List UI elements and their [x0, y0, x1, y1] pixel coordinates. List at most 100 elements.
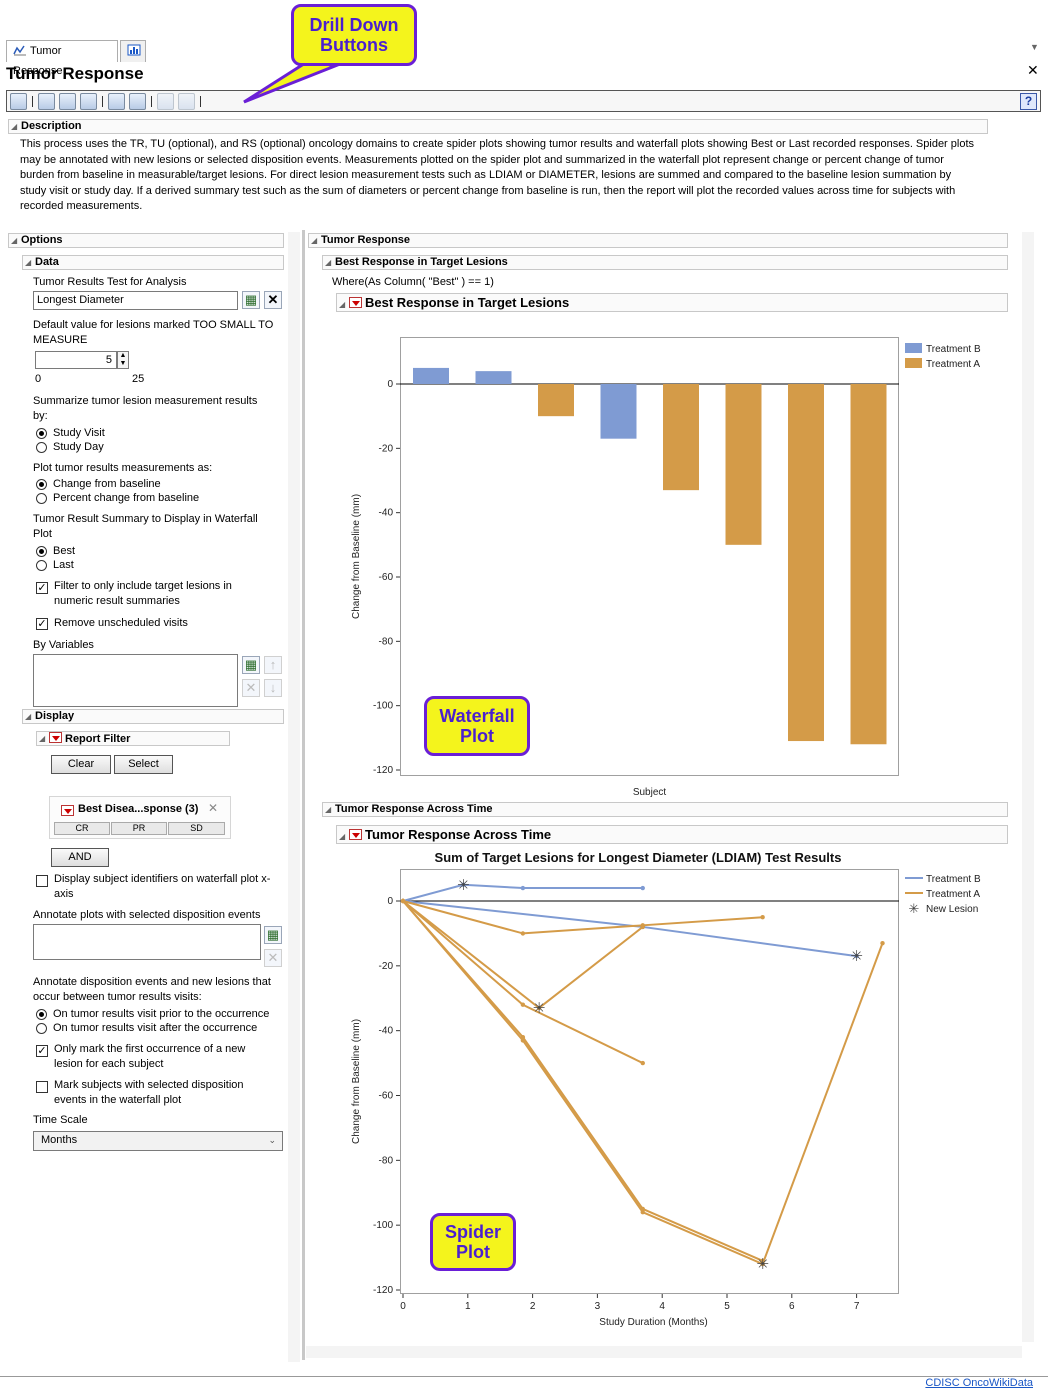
report-scrollbar[interactable] — [1022, 232, 1034, 1342]
spinner[interactable]: ▲ ▼ — [117, 351, 129, 369]
spider-point — [880, 940, 885, 946]
red-triangle-menu-icon[interactable] — [349, 829, 362, 840]
tab-tumor-response[interactable]: Tumor Response — [6, 40, 118, 77]
plot-as-label: Plot tumor results measurements as: — [33, 462, 213, 474]
by-vars-list[interactable] — [33, 654, 238, 707]
patient-profile-icon[interactable] — [59, 93, 76, 110]
chevron-down-icon[interactable]: ▼ — [1030, 42, 1039, 52]
new-lesion-marker: ✳ — [457, 876, 470, 894]
legend-swatch — [905, 358, 922, 368]
annotate-list[interactable] — [33, 924, 261, 960]
y-tick-label: -100 — [373, 701, 393, 712]
y-tick-label: -20 — [379, 443, 394, 454]
move-down-icon[interactable]: ↓ — [264, 679, 282, 697]
spider-point — [536, 1005, 542, 1011]
waterfall-bar — [850, 384, 887, 745]
add-column-icon[interactable]: ▦ — [242, 291, 260, 309]
radio-last[interactable] — [36, 560, 47, 571]
export-icon[interactable] — [178, 93, 195, 110]
toolbar: ? — [6, 90, 1041, 112]
filter-menu-icon[interactable] — [61, 805, 74, 816]
options-header[interactable]: ◢ Options — [8, 233, 284, 248]
radio-change[interactable] — [36, 479, 47, 490]
tab-label: Tumor Response — [13, 45, 63, 77]
new-lesion-marker: ✳ — [756, 1255, 769, 1273]
page-title: Tumor Response — [6, 64, 144, 83]
first-occurrence-checkbox[interactable]: ✓ — [36, 1045, 48, 1057]
cluster-icon[interactable] — [129, 93, 146, 110]
description-header[interactable]: ◢ Description — [8, 119, 988, 134]
mark-subjects-checkbox[interactable] — [36, 1081, 48, 1093]
footer-link[interactable]: CDISC OncoWikiData — [925, 1377, 1033, 1389]
display-ids-checkbox[interactable] — [36, 875, 48, 887]
description-text: This process uses the TR, TU (optional),… — [20, 138, 975, 213]
radio-best[interactable] — [36, 546, 47, 557]
horizontal-scrollbar[interactable] — [306, 1346, 1022, 1358]
filter-target-checkbox[interactable]: ✓ — [36, 582, 48, 594]
help-button[interactable]: ? — [1020, 93, 1037, 110]
remove-unsched-checkbox[interactable]: ✓ — [36, 618, 48, 630]
annotate-between-label: Annotate disposition events and new lesi… — [33, 976, 271, 1003]
filter-level-sd[interactable]: SD — [168, 822, 225, 835]
remove-by-var-icon[interactable]: ✕ — [242, 679, 260, 697]
open-data-icon[interactable] — [10, 93, 27, 110]
refresh-icon[interactable] — [157, 93, 174, 110]
waterfall-bar — [600, 384, 637, 439]
add-event-icon[interactable]: ▦ — [264, 926, 282, 944]
percent-label: Percent change from baseline — [53, 492, 200, 504]
red-triangle-menu-icon[interactable] — [349, 297, 362, 308]
radio-prior[interactable] — [36, 1009, 47, 1020]
spider-point — [520, 885, 526, 891]
across-inner-header[interactable]: ◢ Tumor Response Across Time — [336, 825, 1008, 844]
across-outer-title: Tumor Response Across Time — [335, 803, 493, 815]
time-scale-label: Time Scale — [33, 1114, 88, 1126]
review-icon[interactable] — [80, 93, 97, 110]
where-clause: Where(As Column( "Best" ) == 1) — [332, 276, 494, 288]
tumor-response-header[interactable]: ◢ Tumor Response — [308, 233, 1008, 248]
options-scrollbar[interactable] — [288, 232, 300, 1362]
spider-point — [520, 1038, 526, 1043]
splitter[interactable] — [302, 230, 305, 1360]
spider-point — [400, 898, 406, 904]
close-filter-icon[interactable]: ✕ — [208, 801, 219, 815]
best-inner-title: Best Response in Target Lesions — [365, 295, 570, 310]
display-header[interactable]: ◢ Display — [22, 709, 284, 724]
across-outer-header[interactable]: ◢ Tumor Response Across Time — [322, 802, 1008, 817]
default-value-field[interactable]: 5 — [35, 351, 117, 369]
best-outer-header[interactable]: ◢ Best Response in Target Lesions — [322, 255, 1008, 270]
report-filter-title: Report Filter — [65, 733, 131, 745]
subject-filter-icon[interactable] — [108, 93, 125, 110]
clear-button[interactable]: Clear — [51, 755, 111, 774]
remove-event-icon[interactable]: ✕ — [264, 949, 282, 967]
time-scale-select[interactable]: Months ⌄ — [33, 1131, 283, 1151]
chevron-down-icon: ⌄ — [268, 1135, 276, 1145]
radio-study-day[interactable] — [36, 442, 47, 453]
radio-after[interactable] — [36, 1023, 47, 1034]
spider-line — [402, 900, 764, 1262]
select-button[interactable]: Select — [114, 755, 173, 774]
filter-level-cr[interactable]: CR — [54, 822, 110, 835]
x-axis-label: Subject — [633, 787, 667, 798]
move-up-icon[interactable]: ↑ — [264, 656, 282, 674]
and-button[interactable]: AND — [51, 848, 109, 867]
remove-icon[interactable]: ✕ — [264, 291, 282, 309]
test-field[interactable]: Longest Diameter — [33, 291, 238, 310]
red-triangle-menu-icon[interactable] — [49, 732, 62, 743]
radio-study-visit[interactable] — [36, 428, 47, 439]
filter-level-pr[interactable]: PR — [111, 822, 167, 835]
time-scale-value: Months — [41, 1134, 78, 1146]
data-header[interactable]: ◢ Data — [22, 255, 284, 270]
first-occurrence-label: Only mark the first occurrence of a new … — [54, 1043, 246, 1070]
spider-point — [760, 1261, 765, 1267]
tab-chart[interactable] — [120, 40, 146, 62]
add-by-var-icon[interactable]: ▦ — [242, 656, 260, 674]
waterfall-bar — [663, 384, 699, 491]
radio-percent[interactable] — [36, 493, 47, 504]
legend-marker: ✳ — [909, 902, 920, 917]
study-day-label: Study Day — [53, 441, 104, 453]
best-inner-header[interactable]: ◢ Best Response in Target Lesions — [336, 293, 1008, 312]
report-filter-header[interactable]: ◢ Report Filter — [36, 731, 230, 746]
spider-point — [854, 953, 859, 959]
profile-subject-icon[interactable] — [38, 93, 55, 110]
close-icon[interactable]: ✕ — [1027, 62, 1039, 78]
